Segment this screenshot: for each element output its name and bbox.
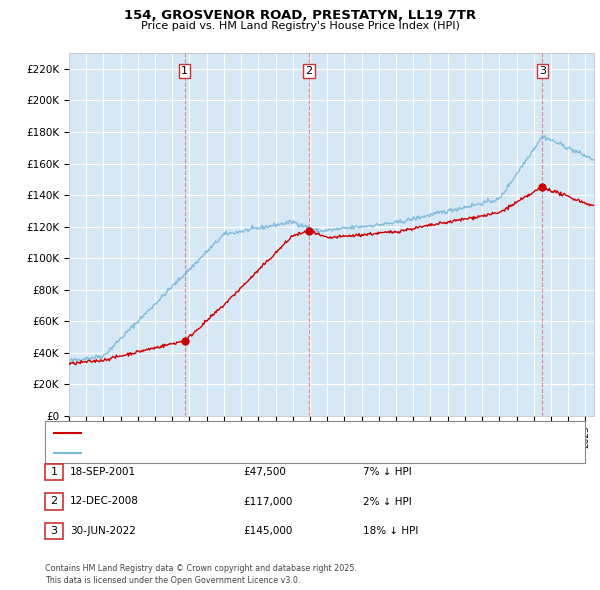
Text: £117,000: £117,000 bbox=[243, 497, 292, 506]
Text: 1: 1 bbox=[181, 66, 188, 76]
Text: 2: 2 bbox=[50, 497, 58, 506]
Text: 3: 3 bbox=[50, 526, 58, 536]
Text: 2% ↓ HPI: 2% ↓ HPI bbox=[363, 497, 412, 506]
Text: 7% ↓ HPI: 7% ↓ HPI bbox=[363, 467, 412, 477]
Text: 1: 1 bbox=[50, 467, 58, 477]
Text: 2: 2 bbox=[305, 66, 313, 76]
Text: £47,500: £47,500 bbox=[243, 467, 286, 477]
Text: 12-DEC-2008: 12-DEC-2008 bbox=[70, 497, 139, 506]
Text: HPI: Average price, semi-detached house, Denbighshire: HPI: Average price, semi-detached house,… bbox=[86, 448, 359, 457]
Text: 3: 3 bbox=[539, 66, 546, 76]
Text: 18-SEP-2001: 18-SEP-2001 bbox=[70, 467, 136, 477]
Text: Contains HM Land Registry data © Crown copyright and database right 2025.
This d: Contains HM Land Registry data © Crown c… bbox=[45, 565, 357, 585]
Text: £145,000: £145,000 bbox=[243, 526, 292, 536]
Text: Price paid vs. HM Land Registry's House Price Index (HPI): Price paid vs. HM Land Registry's House … bbox=[140, 21, 460, 31]
Text: 154, GROSVENOR ROAD, PRESTATYN, LL19 7TR: 154, GROSVENOR ROAD, PRESTATYN, LL19 7TR bbox=[124, 9, 476, 22]
Text: 18% ↓ HPI: 18% ↓ HPI bbox=[363, 526, 418, 536]
Text: 154, GROSVENOR ROAD, PRESTATYN, LL19 7TR (semi-detached house): 154, GROSVENOR ROAD, PRESTATYN, LL19 7TR… bbox=[86, 428, 434, 438]
Text: 30-JUN-2022: 30-JUN-2022 bbox=[70, 526, 136, 536]
